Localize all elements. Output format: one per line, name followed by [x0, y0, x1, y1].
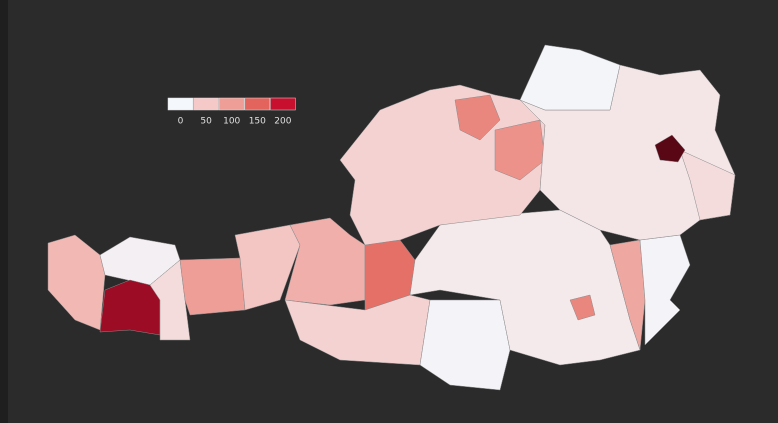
- region: [47, 234, 106, 331]
- legend-swatch: [270, 97, 296, 111]
- region: [679, 149, 736, 221]
- region: [179, 257, 246, 316]
- region: [519, 44, 621, 111]
- region: [494, 119, 546, 181]
- region: [419, 299, 511, 391]
- region: [654, 134, 686, 163]
- region: [99, 279, 161, 336]
- region: [639, 234, 691, 346]
- legend-swatch: [218, 97, 245, 111]
- legend-label: 100: [223, 117, 240, 127]
- legend-label: 200: [274, 117, 291, 127]
- region: [609, 239, 646, 351]
- legend-label: 150: [249, 117, 266, 127]
- region: [569, 294, 596, 321]
- region: [284, 217, 366, 306]
- legend: 0 50 100 150 200: [167, 97, 296, 127]
- side-strip: [0, 0, 8, 423]
- legend-swatch: [244, 97, 271, 111]
- legend-label: 50: [200, 117, 212, 127]
- legend-swatch: [193, 97, 219, 111]
- region: [284, 294, 431, 366]
- region: [454, 94, 501, 141]
- regions: [47, 44, 736, 391]
- legend-label: 0: [178, 117, 184, 127]
- legend-swatch: [167, 97, 194, 111]
